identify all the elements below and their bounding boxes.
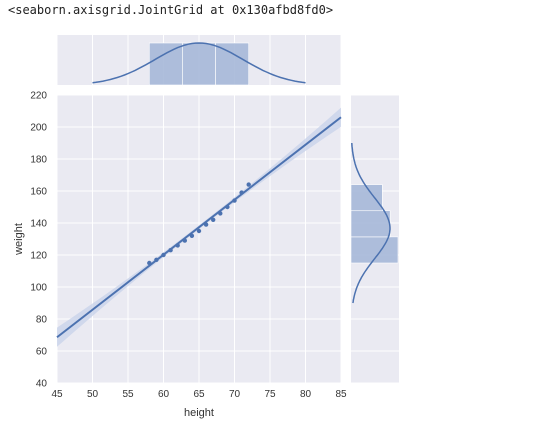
y-tick-label: 180 bbox=[30, 155, 47, 166]
scatter-point bbox=[203, 222, 209, 227]
marginal-x-bar bbox=[149, 42, 183, 86]
y-tick-label: 200 bbox=[30, 123, 47, 134]
output-repr-text: <seaborn.axisgrid.JointGrid at 0x130afbd… bbox=[8, 3, 334, 17]
y-tick-label: 60 bbox=[36, 347, 48, 358]
scatter-point bbox=[168, 248, 173, 253]
marginal-x-kde bbox=[92, 42, 306, 84]
scatter-point bbox=[218, 211, 223, 216]
marginal-x-histogram bbox=[149, 42, 250, 86]
regression-line bbox=[56, 116, 342, 339]
y-tick-label: 100 bbox=[30, 283, 47, 294]
scatter-points bbox=[147, 182, 251, 266]
scatter-point bbox=[154, 257, 159, 262]
scatter-point bbox=[175, 243, 180, 248]
marginal-y-axes bbox=[350, 94, 399, 384]
marginal-x-axes bbox=[56, 35, 342, 86]
y-tick-label: 80 bbox=[36, 315, 48, 326]
y-tick-label: 140 bbox=[30, 219, 47, 230]
scatter-point bbox=[189, 233, 195, 238]
main-grid bbox=[56, 94, 342, 384]
x-tick-label: 80 bbox=[300, 389, 312, 400]
x-tick-label: 55 bbox=[122, 389, 134, 400]
x-tick-label: 75 bbox=[264, 389, 276, 400]
x-tick-label: 85 bbox=[335, 389, 347, 400]
marginal-x-bar bbox=[215, 42, 250, 86]
scatter-point bbox=[182, 238, 187, 243]
x-axis-label: height bbox=[184, 407, 214, 419]
x-tick-label: 60 bbox=[158, 389, 170, 400]
x-tick-labels: 45 50 55 60 65 70 75 80 85 bbox=[51, 389, 347, 400]
y-axis-label: weight bbox=[13, 223, 25, 256]
marginal-y-bar bbox=[350, 210, 391, 238]
scatter-point bbox=[239, 190, 244, 195]
scatter-point bbox=[246, 182, 251, 187]
x-tick-label: 70 bbox=[229, 389, 241, 400]
x-tick-label: 65 bbox=[193, 389, 205, 400]
marginal-y-bar bbox=[350, 184, 383, 212]
y-tick-label: 220 bbox=[30, 91, 47, 102]
scatter-point bbox=[161, 252, 166, 258]
scatter-point bbox=[211, 217, 216, 222]
scatter-point bbox=[232, 198, 237, 203]
scatter-point bbox=[196, 228, 202, 234]
x-tick-label: 50 bbox=[87, 389, 99, 400]
x-tick-label: 45 bbox=[51, 389, 63, 400]
y-tick-label: 120 bbox=[30, 251, 47, 262]
y-tick-label: 40 bbox=[36, 379, 48, 390]
scatter-point bbox=[225, 204, 230, 210]
main-axes: 45 50 55 60 65 70 75 80 85 40 60 80 100 120 140 160 180… bbox=[13, 91, 347, 420]
y-tick-label: 160 bbox=[30, 187, 47, 198]
y-tick-labels: 40 60 80 100 120 140 160 180 200 220 bbox=[30, 91, 47, 390]
marginal-y-kde bbox=[351, 142, 391, 304]
marginal-x-bar bbox=[182, 42, 216, 86]
scatter-point bbox=[147, 260, 152, 266]
